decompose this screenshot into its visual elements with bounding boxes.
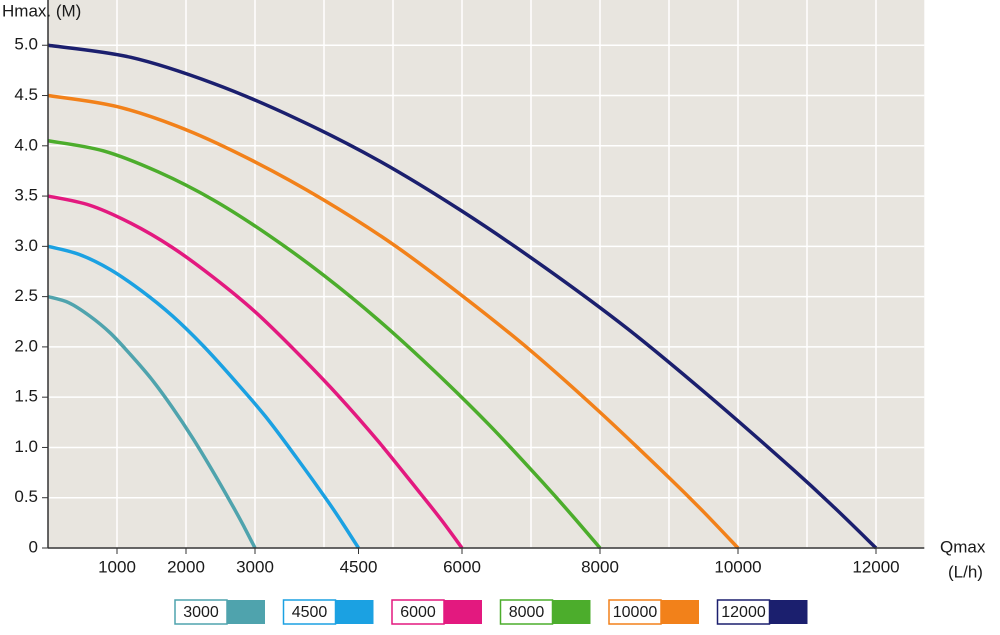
x-tick-label: 4500 [340,557,378,576]
legend-label: 6000 [400,604,436,621]
curve [47,93,740,550]
legend-label: 8000 [509,604,545,621]
legend-swatch [227,600,265,624]
legend-box [391,599,445,625]
legend-box [608,599,662,625]
legend-label: 12000 [721,604,766,621]
legend-box [716,599,771,625]
legend-swatch [769,600,808,624]
legend-swatch [552,600,591,624]
x-tick-label: 1000 [98,557,136,576]
x-tick-label: 6000 [443,557,481,576]
y-tick-label: 0 [29,537,38,556]
x-tick-label: 10000 [714,557,761,576]
y-tick-label: 3.0 [14,236,38,255]
y-tick-label: 2.0 [14,336,38,355]
curve [47,43,878,550]
x-tick-label: 12000 [852,557,899,576]
legend-label: 4500 [292,604,328,621]
legend-label: 3000 [183,604,219,621]
legend-box [499,599,554,625]
curve [47,194,464,550]
x-tick-label: 8000 [581,557,619,576]
x-tick-label: 3000 [236,557,274,576]
legend-box [282,599,337,625]
y-tick-label: 2.5 [14,286,38,305]
legend-label: 10000 [613,604,658,621]
plot-background [48,0,925,548]
y-tick-label: 4.0 [14,135,38,154]
x-axis-title: Qmax [940,537,986,556]
y-tick-label: 1.0 [14,437,38,456]
curve [47,294,257,549]
y-tick-label: 0.5 [14,487,38,506]
curve [47,244,360,549]
x-axis-unit: (L/h) [948,562,983,581]
y-tick-label: 5.0 [14,35,38,54]
y-tick-label: 3.5 [14,186,38,205]
curve [47,139,602,550]
y-tick-label: 1.5 [14,387,38,406]
y-axis-title: Hmax. (M) [2,1,81,20]
y-tick-label: 4.5 [14,85,38,104]
legend-swatch [661,600,699,624]
x-tick-label: 2000 [167,557,205,576]
legend-swatch [444,600,482,624]
legend-swatch [335,600,374,624]
